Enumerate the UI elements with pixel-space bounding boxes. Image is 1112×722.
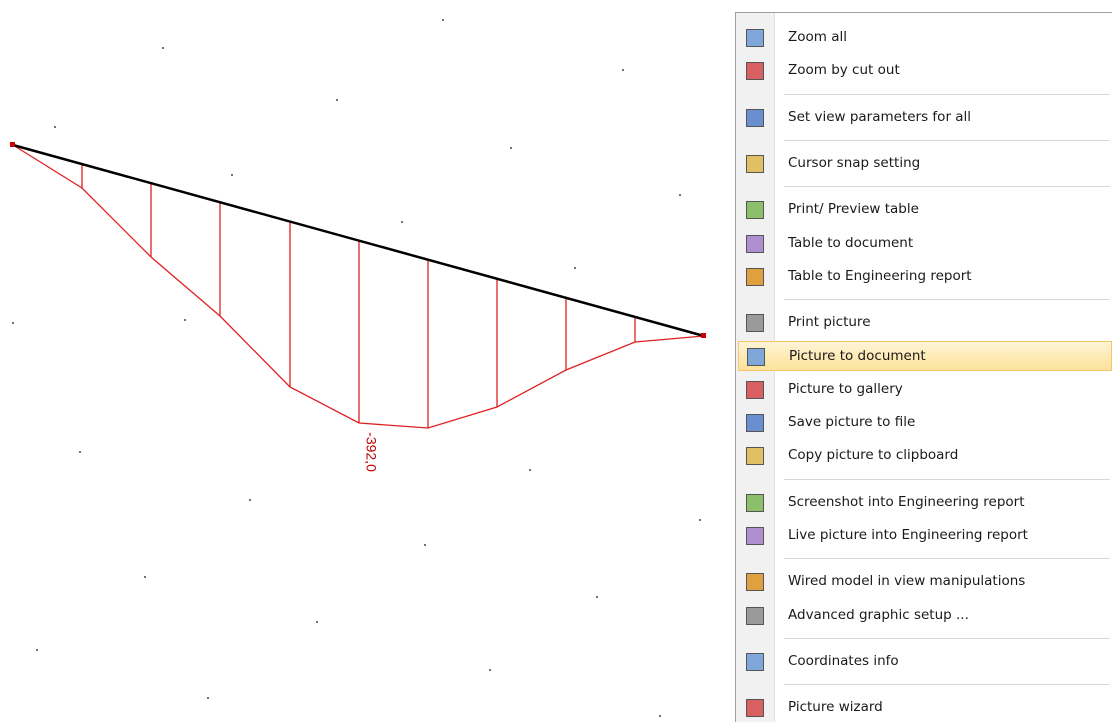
- screen: -392,0 Zoom all Zoom by cut out Set view p…: [0, 0, 1112, 722]
- menu-label: Zoom all: [788, 29, 847, 45]
- value-label: -392,0: [363, 432, 379, 472]
- menu-item[interactable]: Save picture to file: [738, 408, 1112, 438]
- menu-icon: [746, 573, 764, 591]
- menu-item[interactable]: Picture wizard: [738, 693, 1112, 722]
- separator: [784, 558, 1110, 559]
- menu-item[interactable]: Wired model in view manipulations: [738, 567, 1112, 597]
- separator: [784, 638, 1110, 639]
- menu-icon: [746, 62, 764, 80]
- menu-icon: [746, 201, 764, 219]
- menu-label: Screenshot into Engineering report: [788, 494, 1025, 510]
- menu-label: Picture wizard: [788, 699, 883, 715]
- menu-icon: [746, 268, 764, 286]
- menu-item[interactable]: Table to Engineering report: [738, 262, 1112, 292]
- menu-icon: [746, 109, 764, 127]
- menu-label: Table to document: [788, 235, 913, 251]
- menu-label: Table to Engineering report: [788, 268, 972, 284]
- diagram: -392,0: [0, 0, 730, 722]
- node: [701, 333, 706, 338]
- separator: [784, 299, 1110, 300]
- separator: [784, 479, 1110, 480]
- menu-icon: [746, 653, 764, 671]
- hatch-lines: [82, 164, 635, 428]
- menu-item[interactable]: Live picture into Engineering report: [738, 521, 1112, 551]
- separator: [784, 94, 1110, 95]
- menu-item[interactable]: Table to document: [738, 229, 1112, 259]
- menu-item[interactable]: Copy picture to clipboard: [738, 441, 1112, 471]
- menu-label: Picture to gallery: [788, 381, 903, 397]
- menu-icon: [746, 155, 764, 173]
- menu-item[interactable]: Picture to gallery: [738, 375, 1112, 405]
- menu-label: Print/ Preview table: [788, 201, 919, 217]
- menu-icon: [746, 447, 764, 465]
- menu-item[interactable]: Picture to document: [738, 341, 1112, 371]
- menu-item[interactable]: Coordinates info: [738, 647, 1112, 677]
- background-dots: [12, 19, 701, 717]
- menu-item[interactable]: Zoom all: [738, 23, 1112, 53]
- menu-icon: [746, 381, 764, 399]
- menu-item[interactable]: Screenshot into Engineering report: [738, 488, 1112, 518]
- menu-icon: [746, 607, 764, 625]
- menu-label: Coordinates info: [788, 653, 899, 669]
- menu-icon: [747, 348, 765, 366]
- menu-item[interactable]: Print picture: [738, 308, 1112, 338]
- menu-label: Wired model in view manipulations: [788, 573, 1025, 589]
- menu-label: Save picture to file: [788, 414, 915, 430]
- separator: [784, 186, 1110, 187]
- menu-item[interactable]: Print/ Preview table: [738, 195, 1112, 225]
- separator: [784, 684, 1110, 685]
- separator: [784, 140, 1110, 141]
- menu-label: Cursor snap setting: [788, 155, 920, 171]
- context-menu: Zoom all Zoom by cut out Set view paramete…: [735, 12, 1112, 722]
- menu-item[interactable]: Cursor snap setting: [738, 149, 1112, 179]
- menu-icon: [746, 314, 764, 332]
- menu-icon: [746, 527, 764, 545]
- menu-icon: [746, 494, 764, 512]
- menu-item[interactable]: Advanced graphic setup ...: [738, 601, 1112, 631]
- menu-label: Advanced graphic setup ...: [788, 607, 969, 623]
- node: [10, 142, 15, 147]
- menu-icon: [746, 235, 764, 253]
- menu-label: Zoom by cut out: [788, 62, 900, 78]
- menu-label: Print picture: [788, 314, 871, 330]
- menu-icon: [746, 699, 764, 717]
- menu-label: Picture to document: [789, 348, 926, 364]
- menu-item[interactable]: Zoom by cut out: [738, 56, 1112, 86]
- menu-label: Copy picture to clipboard: [788, 447, 958, 463]
- menu-icon: [746, 414, 764, 432]
- menu-icon: [746, 29, 764, 47]
- menu-label: Live picture into Engineering report: [788, 527, 1028, 543]
- menu-label: Set view parameters for all: [788, 109, 971, 125]
- menu-item[interactable]: Set view parameters for all: [738, 103, 1112, 133]
